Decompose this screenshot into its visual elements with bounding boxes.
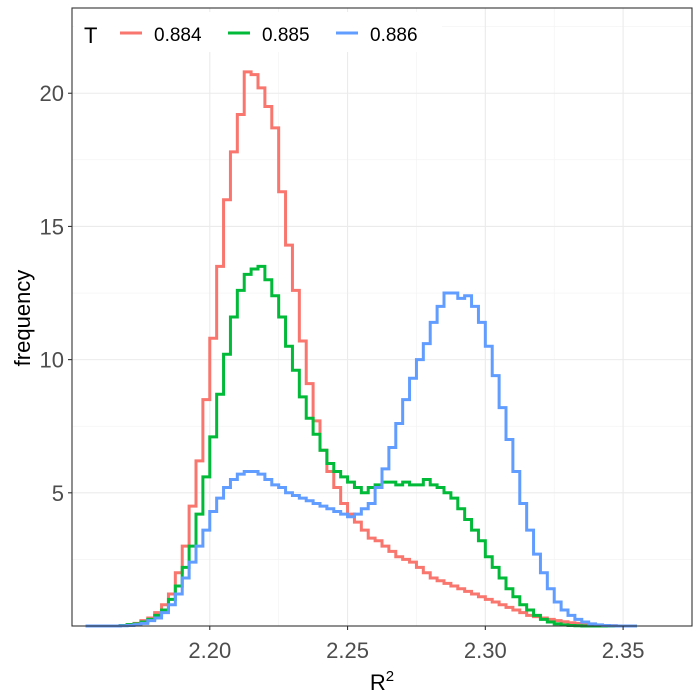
legend-label-0.885: 0.885 [262,25,310,46]
plot-panel-border [71,7,693,627]
x-tick-label: 2.25 [326,638,369,663]
x-axis: 2.20 2.25 2.30 2.35 [188,626,645,663]
series-line-0.885 [85,264,637,628]
x-axis-title: R2 [370,668,394,695]
y-axis: 5 10 15 20 [40,81,72,506]
series-line-0.886 [85,291,637,628]
legend: T 0.884 0.885 0.886 [74,12,442,52]
minor-gridlines [72,8,692,626]
major-gridlines [72,8,692,626]
series-lines [85,70,637,628]
y-tick-label: 10 [40,348,64,373]
legend-title: T [84,23,97,48]
x-axis-title-superscript: 2 [386,668,394,685]
x-tick-label: 2.30 [464,638,507,663]
y-tick-label: 5 [52,481,64,506]
legend-label-0.884: 0.884 [154,25,202,46]
y-axis-title: frequency [10,270,35,367]
y-tick-label: 15 [40,214,64,239]
legend-label-0.886: 0.886 [370,25,418,46]
x-tick-label: 2.20 [188,638,231,663]
y-tick-label: 20 [40,81,64,106]
x-axis-title-base: R [370,670,386,695]
x-tick-label: 2.35 [602,638,645,663]
